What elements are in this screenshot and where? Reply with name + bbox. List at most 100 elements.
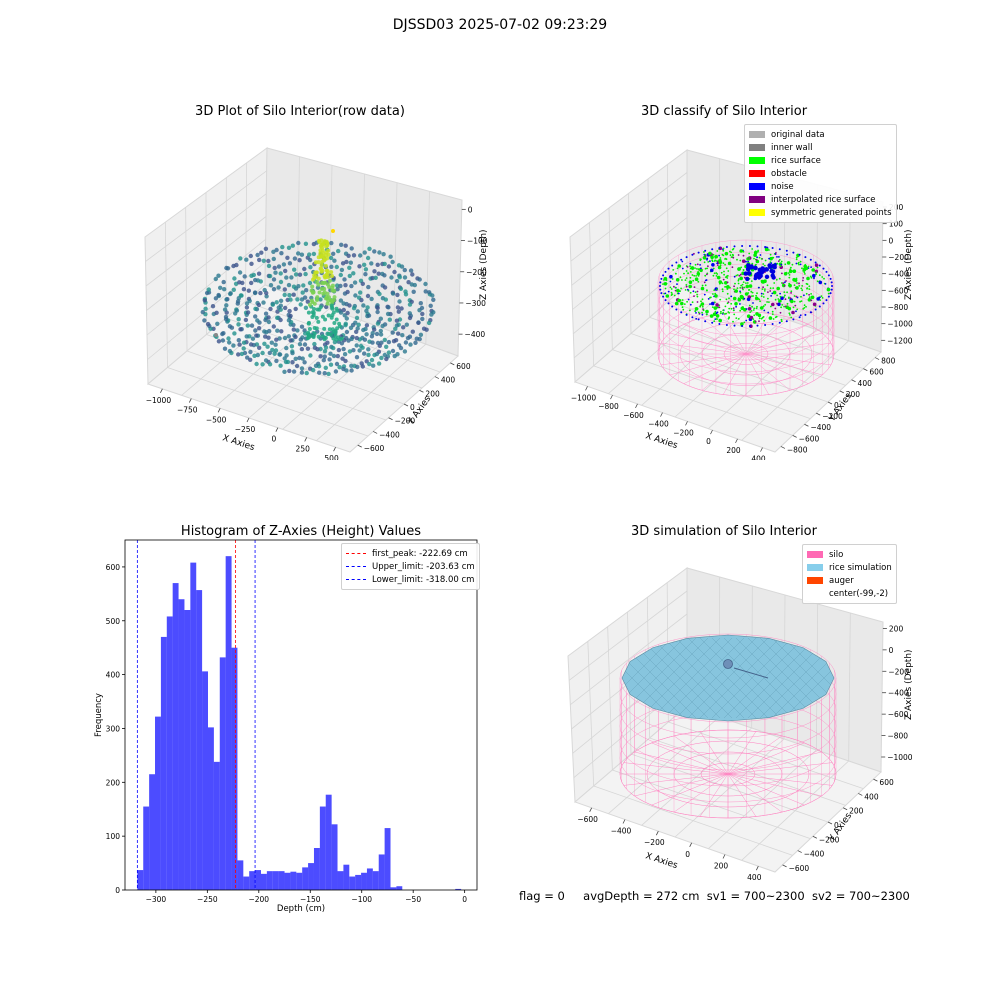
legend-entry: auger	[807, 574, 892, 587]
legend-swatch	[807, 590, 823, 597]
x-tick-mark	[304, 437, 308, 442]
legend-swatch	[749, 196, 765, 203]
y-tick-label: −200	[819, 835, 840, 844]
classify-legend: original data inner wall rice surface obsta…	[744, 124, 897, 223]
z-tick-label: 0	[889, 646, 894, 655]
x-tick-label: −750	[177, 406, 198, 415]
histogram-bar	[378, 854, 385, 890]
y-tick-mark	[357, 444, 362, 448]
y-tick-mark	[827, 821, 833, 825]
legend-entry: Upper_limit: -203.63 cm	[346, 560, 475, 573]
histogram-chart: −300 −250 −200 −150 −100 −50 0 0 100 200 300 400 50…	[94, 539, 478, 914]
footer-sv1: sv1 = 700~2300	[706, 889, 805, 903]
legend-label: rice simulation	[829, 562, 892, 573]
histogram-y-tick-label: 500	[106, 617, 121, 626]
histogram-bar	[219, 657, 226, 890]
x-tick-label: 200	[726, 446, 741, 455]
x-tick-label: −800	[598, 402, 619, 411]
x-tick-mark	[689, 842, 693, 848]
x-tick-mark	[685, 421, 688, 426]
legend-label: original data	[771, 129, 825, 140]
z-tick-label: −400	[888, 689, 909, 698]
legend-swatch	[749, 209, 765, 216]
histogram-bar	[155, 716, 161, 890]
x-tick-label: −600	[623, 411, 644, 420]
x-tick-mark	[710, 429, 713, 435]
z-tick-label: −600	[888, 286, 909, 295]
y-tick-label: 0	[834, 401, 839, 410]
x-tick-label: −200	[673, 428, 694, 437]
x-tick-mark	[333, 446, 336, 452]
legend-entry: Lower_limit: -318.00 cm	[346, 573, 475, 586]
histogram-y-tick-label: 100	[106, 832, 121, 841]
x-tick-mark	[760, 447, 763, 452]
legend-label: inner wall	[771, 142, 813, 153]
x-tick-mark	[622, 819, 626, 824]
histogram-bar	[319, 806, 326, 890]
raw-plot-title: 3D Plot of Silo Interior(row data)	[195, 104, 405, 119]
y-tick-label: 400	[864, 792, 879, 801]
z-tick-label: −600	[888, 710, 909, 719]
legend-label: interpolated rice surface	[771, 194, 876, 205]
legend-swatch	[807, 577, 823, 584]
x-tick-mark	[755, 865, 759, 871]
z-tick-label: −1000	[887, 320, 913, 329]
legend-swatch	[807, 564, 823, 571]
footer-flag: flag = 0	[519, 889, 565, 903]
x-tick-mark	[660, 412, 663, 417]
legend-label: Upper_limit: -203.63 cm	[372, 561, 475, 572]
histogram-frame	[124, 539, 478, 891]
z-tick-label: −1200	[887, 336, 913, 345]
legend-entry: obstacle	[749, 167, 892, 180]
x-tick-mark	[610, 394, 613, 400]
sim-x-label: X Axies	[644, 851, 679, 871]
y-tick-mark	[858, 793, 863, 796]
histogram-bar	[349, 876, 356, 890]
histogram-title: Histogram of Z-Axies (Height) Values	[180, 524, 422, 539]
legend-label: center(-99,-2)	[829, 588, 889, 599]
legend-entry: noise	[749, 180, 892, 193]
x-tick-mark	[217, 408, 221, 413]
legend-entry: rice surface	[749, 154, 892, 167]
histogram-bar	[390, 887, 397, 890]
y-tick-mark	[450, 362, 455, 366]
histogram-bar	[343, 864, 350, 890]
histogram-x-tick-label: −150	[300, 895, 321, 904]
histogram-bar	[325, 794, 332, 890]
y-tick-mark	[804, 423, 809, 427]
sim-z-label: Z Axies (Depth)	[904, 649, 914, 720]
z-tick-label: −800	[888, 303, 909, 312]
z-tick-label: −800	[887, 732, 908, 741]
histogram-bar	[166, 616, 173, 890]
histogram-bar	[260, 873, 267, 890]
status-footer: flag = 0 avgDepth = 272 cm sv1 = 700~230…	[519, 889, 910, 903]
histogram-bar	[249, 871, 256, 890]
simulation-legend: silo rice simulation auger center(-99,-2)	[802, 544, 897, 604]
x-tick-label: −500	[206, 415, 227, 424]
y-tick-mark	[782, 864, 787, 868]
y-tick-label: 400	[858, 379, 873, 388]
histogram-bar	[302, 867, 309, 890]
histogram-bar	[278, 871, 285, 890]
legend-swatch	[749, 170, 765, 177]
legend-entry: interpolated rice surface	[749, 193, 892, 206]
x-tick-label: −400	[648, 420, 669, 429]
histogram-bar	[372, 871, 379, 890]
y-tick-label: 200	[849, 807, 864, 816]
y-tick-mark	[851, 379, 856, 383]
x-tick-label: 400	[751, 455, 766, 460]
legend-label: rice surface	[771, 155, 821, 166]
y-tick-mark	[863, 368, 868, 372]
y-tick-label: 800	[881, 357, 896, 366]
z-tick-label: −200	[888, 253, 909, 262]
x-tick-label: 0	[685, 850, 690, 859]
z-tick-label: −1000	[887, 753, 913, 762]
histogram-bar	[455, 888, 462, 890]
legend-entry: first_peak: -222.69 cm	[346, 547, 475, 560]
legend-label: silo	[829, 549, 844, 560]
histogram-bar	[190, 562, 197, 890]
histogram-bar	[384, 828, 391, 890]
